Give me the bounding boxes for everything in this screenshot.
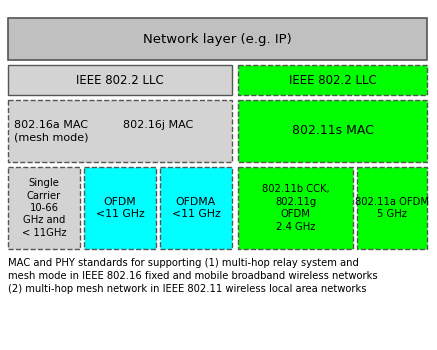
Text: 802.11a OFDM
5 GHz: 802.11a OFDM 5 GHz [355, 197, 429, 219]
Text: IEEE 802.2 LLC: IEEE 802.2 LLC [76, 74, 164, 86]
Bar [238, 65, 427, 95]
Text: IEEE 802.2 LLC: IEEE 802.2 LLC [288, 74, 376, 86]
Bar [8, 100, 232, 162]
Text: Single
Carrier
10-66
GHz and
< 11GHz: Single Carrier 10-66 GHz and < 11GHz [22, 178, 66, 238]
Text: MAC and PHY standards for supporting (1) multi-hop relay system and: MAC and PHY standards for supporting (1)… [8, 258, 359, 268]
Text: 802.11b CCK,
802.11g
OFDM
2.4 GHz: 802.11b CCK, 802.11g OFDM 2.4 GHz [262, 184, 329, 232]
Bar [357, 167, 427, 249]
Bar [8, 18, 427, 60]
Bar [238, 100, 427, 162]
Text: Network layer (e.g. IP): Network layer (e.g. IP) [143, 33, 292, 46]
Text: mesh mode in IEEE 802.16 fixed and mobile broadband wireless networks: mesh mode in IEEE 802.16 fixed and mobil… [8, 271, 378, 281]
Text: 802.11s MAC: 802.11s MAC [291, 125, 374, 138]
Bar [84, 167, 156, 249]
Bar [8, 167, 80, 249]
Text: (2) multi-hop mesh network in IEEE 802.11 wireless local area networks: (2) multi-hop mesh network in IEEE 802.1… [8, 284, 367, 294]
Bar [8, 65, 232, 95]
Bar [160, 167, 232, 249]
Text: OFDM
<11 GHz: OFDM <11 GHz [96, 197, 144, 219]
Text: OFDMA
<11 GHz: OFDMA <11 GHz [172, 197, 220, 219]
Text: 802.16a MAC          802.16j MAC
(mesh mode): 802.16a MAC 802.16j MAC (mesh mode) [14, 120, 193, 142]
Bar [238, 167, 353, 249]
